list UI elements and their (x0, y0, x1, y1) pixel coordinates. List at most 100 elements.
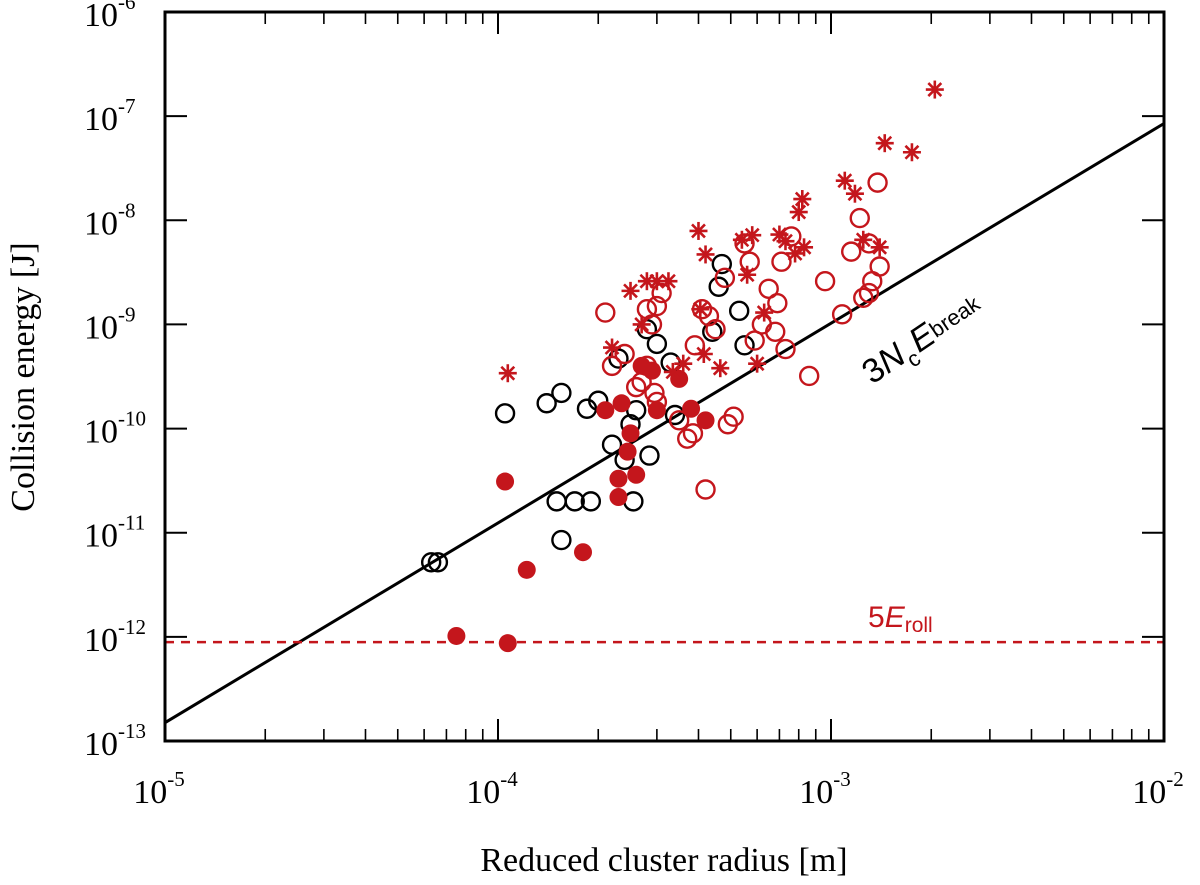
data-points (420, 80, 944, 653)
red-filled-circle-point (574, 543, 593, 562)
red-asterisk-point (870, 238, 889, 257)
red-open-circle-point (775, 338, 796, 360)
break-energy-line (165, 122, 1164, 724)
red-filled-circle-point (696, 411, 715, 430)
red-open-circle-point (601, 355, 623, 377)
red-open-circle-point (705, 318, 726, 340)
red-open-circle-point (814, 271, 836, 292)
red-filled-circle-point (496, 472, 515, 491)
red-asterisk-point (674, 354, 693, 373)
red-open-circle-point (771, 251, 792, 272)
roll-line-label: 5Eroll (868, 601, 933, 637)
black-open-circle-point (711, 253, 733, 275)
reference-lines (165, 122, 1164, 724)
red-open-circle-point (858, 282, 880, 304)
red-asterisk-point (694, 345, 713, 364)
minor-ticks (264, 12, 1150, 741)
red-filled-circle-point (621, 424, 640, 443)
black-open-circle-point (601, 434, 623, 455)
black-open-circle-point (427, 552, 449, 573)
y-tick-label: 10-7 (84, 94, 136, 138)
black-open-circle-point (551, 382, 572, 404)
y-tick-label: 10-6 (84, 0, 136, 34)
red-asterisk-point (748, 354, 767, 373)
red-asterisk-point (902, 143, 921, 162)
red-asterisk-point (738, 265, 757, 284)
y-tick-labels: 10-13 10-12 10-11 10-10 10-9 10-8 10-7 10-6 (84, 0, 146, 763)
black-open-circle-point (664, 404, 686, 426)
red-open-circle-point (695, 479, 716, 500)
red-asterisk-point (689, 221, 708, 240)
black-open-circle-point (608, 348, 629, 369)
red-open-circle-point (765, 321, 786, 342)
black-open-circle-point (564, 491, 585, 512)
red-asterisk-point (711, 359, 730, 378)
red-asterisk-point (845, 184, 864, 203)
red-open-circle-point (867, 172, 888, 193)
y-tick-label: 10-9 (84, 302, 136, 346)
roll-label-prefix: 5 (868, 601, 885, 634)
red-open-circle-point (651, 282, 672, 304)
red-filled-circle-point (609, 469, 628, 488)
x-axis-title: Reduced cluster radius [m] (480, 842, 847, 879)
red-open-circle-point (714, 267, 736, 289)
red-open-circle-point (723, 406, 744, 427)
red-asterisk-point (691, 300, 710, 319)
x-tick-label: 10-2 (1132, 767, 1184, 811)
x-tick-label: 10-3 (799, 767, 851, 811)
red-filled-circle-point (618, 442, 637, 461)
x-tick-labels: 10-5 10-4 10-3 10-2 (133, 767, 1184, 811)
red-open-circle-point (595, 302, 616, 323)
red-asterisk-point (696, 245, 715, 264)
red-open-circle-point (841, 241, 862, 262)
black-open-circle-point (646, 333, 668, 355)
red-asterisk-point (663, 362, 682, 381)
red-asterisk-point (875, 134, 894, 153)
red-open-circle-point (646, 391, 668, 413)
y-axis-title: Collision energy [J] (5, 242, 42, 511)
roll-label-e-sub: roll (905, 614, 933, 637)
red-asterisk-point (498, 364, 517, 383)
red-open-circle-point (869, 256, 890, 277)
red-filled-circle-point (642, 361, 661, 380)
red-asterisk-point (743, 226, 762, 245)
red-asterisk-point (755, 303, 774, 322)
y-tick-label: 10-13 (84, 719, 146, 763)
red-filled-circle-point (447, 626, 466, 645)
x-tick-label: 10-4 (466, 767, 518, 811)
x-tick-label: 10-5 (133, 767, 185, 811)
black-open-circle-point (580, 491, 602, 512)
red-open-circle-point (798, 365, 820, 387)
red-open-circle-point (682, 423, 704, 444)
red-asterisk-point (795, 238, 814, 257)
red-asterisk-point (925, 80, 944, 99)
red-open-circle-point (849, 207, 870, 229)
red-open-circle-point (677, 428, 698, 449)
red-open-circle-point (646, 295, 668, 317)
y-tick-label: 10-8 (84, 198, 136, 242)
red-asterisk-point (789, 203, 808, 222)
red-asterisk-point (632, 315, 651, 334)
black-open-circle-point (494, 403, 516, 424)
black-open-circle-point (734, 335, 755, 356)
red-asterisk-point (603, 338, 622, 357)
red-open-circle-point (668, 410, 690, 431)
black-open-circle-point (702, 321, 723, 342)
red-filled-circle-point (627, 465, 646, 484)
black-open-circle-point (536, 393, 557, 414)
red-asterisk-point (793, 190, 812, 209)
red-filled-circle-point (609, 488, 628, 507)
red-open-circle-point (644, 382, 665, 404)
red-asterisk-point (659, 272, 678, 291)
y-tick-label: 10-11 (84, 511, 145, 555)
red-filled-circle-point (517, 560, 536, 579)
red-open-circle-point (614, 343, 635, 365)
y-tick-label: 10-10 (84, 407, 146, 451)
red-filled-circle-point (596, 401, 615, 420)
red-open-circle-point (625, 376, 647, 398)
red-open-circle-point (831, 304, 853, 325)
red-filled-circle-point (612, 394, 631, 413)
black-open-circle-point (728, 300, 750, 322)
